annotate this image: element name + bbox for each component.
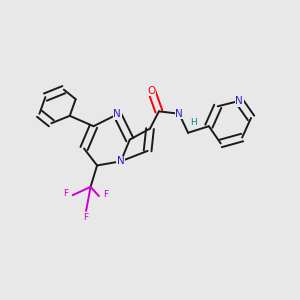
Text: F: F [83, 213, 89, 222]
Text: F: F [103, 190, 108, 199]
Text: O: O [147, 85, 156, 96]
Text: N: N [117, 156, 125, 166]
Text: N: N [113, 109, 121, 119]
Text: F: F [64, 189, 69, 198]
Text: H: H [190, 118, 197, 127]
Text: N: N [235, 96, 243, 106]
Text: N: N [175, 109, 183, 119]
